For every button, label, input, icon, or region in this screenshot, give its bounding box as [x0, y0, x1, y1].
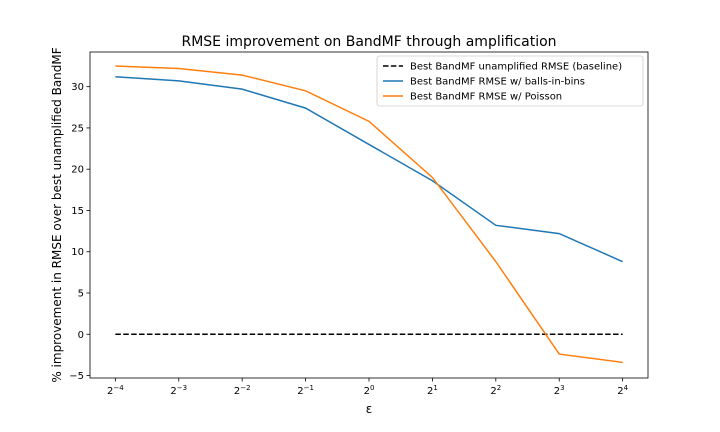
y-axis-label: % improvement in RMSE over best unamplif…	[50, 47, 64, 382]
x-tick-label: 24	[617, 384, 628, 397]
chart-title: RMSE improvement on BandMF through ampli…	[181, 34, 556, 50]
legend-box	[376, 55, 644, 107]
x-tick-label: 22	[490, 384, 501, 397]
plot-area	[115, 65, 623, 364]
x-tick-label: 20	[364, 384, 375, 397]
y-tick-label: 15	[71, 206, 84, 217]
y-tick-label: 5	[78, 288, 84, 299]
x-tick-label: 23	[554, 384, 565, 397]
x-tick-label: 2−2	[234, 384, 251, 397]
legend: Best BandMF unamplified RMSE (baseline) B…	[376, 55, 644, 107]
y-tick-label: 30	[71, 82, 84, 93]
legend-label-0: Best BandMF unamplified RMSE (baseline)	[410, 62, 622, 73]
legend-label-2: Best BandMF RMSE w/ Poisson	[410, 92, 562, 103]
x-tick-label: 2−1	[297, 384, 314, 397]
y-tick-label: 20	[71, 165, 84, 176]
y-tick-label: 10	[71, 247, 84, 258]
y-tick-label: −5	[69, 371, 84, 382]
series-line-2	[115, 65, 623, 364]
x-tick-label: 2−4	[107, 384, 124, 397]
x-tick-label: 2−3	[170, 384, 187, 397]
x-tick-label: 21	[427, 384, 438, 397]
x-axis-label: ε	[366, 402, 373, 416]
legend-label-1: Best BandMF RMSE w/ balls-in-bins	[410, 77, 585, 88]
y-tick-label: 0	[78, 330, 84, 341]
y-tick-label: 25	[71, 123, 84, 134]
series-line-1	[115, 76, 623, 263]
y-axis: −5 0 5 10 15 20 25 30	[69, 82, 90, 382]
x-axis: 2−4 2−3 2−2 2−1 20 21 22 23 24	[107, 378, 629, 397]
